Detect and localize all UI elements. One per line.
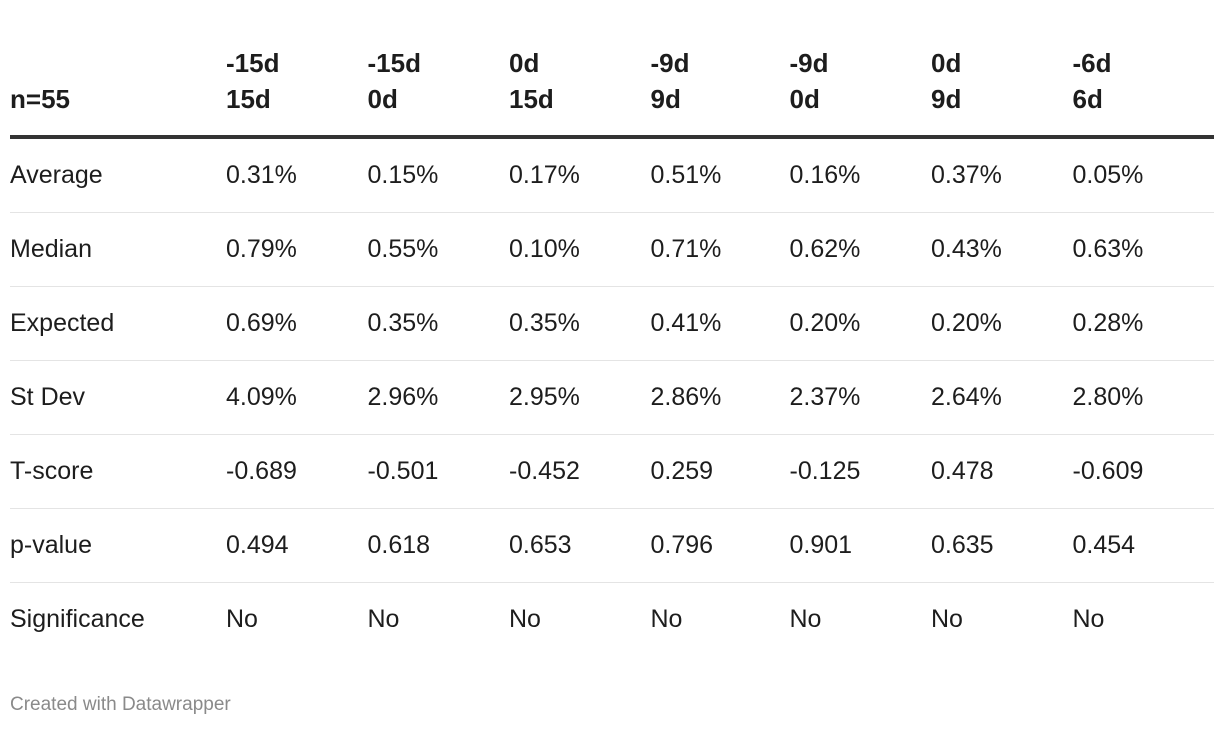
table-cell: -0.609: [1072, 434, 1214, 509]
table-cell: 2.37%: [789, 360, 931, 435]
table-cell: 2.95%: [509, 360, 651, 435]
table-cell: 0.494: [226, 508, 368, 583]
table-cell: 4.09%: [226, 360, 368, 435]
column-header-line1: -9d: [650, 48, 690, 78]
table-row: Median 0.79% 0.55% 0.10% 0.71% 0.62% 0.43% 0.63…: [10, 212, 1214, 287]
table-cell: 2.96%: [367, 360, 509, 435]
column-header-line2: 15d: [509, 84, 554, 114]
table-cell: No: [509, 605, 541, 633]
table-cell: 0.796: [650, 508, 790, 583]
table-cell: 0.618: [367, 508, 509, 583]
table-cell: No: [650, 605, 683, 633]
table-cell: 2.64%: [931, 360, 1073, 435]
column-header: 0d 15d: [509, 0, 651, 139]
table-row: Average 0.31% 0.15% 0.17% 0.51% 0.16% 0.37% 0.0…: [10, 137, 1214, 213]
table-cell: 0.71%: [650, 212, 790, 287]
table-row: Significance No No No No No No No: [10, 583, 1214, 657]
column-header: -9d 9d: [650, 0, 790, 139]
table-body: Average 0.31% 0.15% 0.17% 0.51% 0.16% 0.37% 0.0…: [10, 137, 1214, 656]
table-cell: 0.31%: [226, 137, 368, 213]
header-row: n=55 -15d 15d -15d 0d 0d 15d -9d 9d -9d 0d 0d…: [10, 0, 1214, 139]
row-label: Significance: [10, 605, 145, 633]
table-cell: 0.901: [789, 508, 931, 583]
table-cell: No: [931, 605, 963, 633]
table-cell: No: [226, 605, 258, 633]
row-label: Expected: [10, 286, 226, 361]
column-header-line1: -6d: [1072, 48, 1112, 78]
table-cell: 0.16%: [789, 137, 931, 213]
table-cell: 0.62%: [789, 212, 931, 287]
table-cell: No: [367, 605, 400, 633]
table-cell: No: [1072, 605, 1105, 633]
table-cell: 0.17%: [509, 137, 651, 213]
column-header: -15d 0d: [367, 0, 509, 139]
column-header-line2: 0d: [789, 84, 820, 114]
column-header-line1: 0d: [931, 48, 962, 78]
statistics-table: n=55 -15d 15d -15d 0d 0d 15d -9d 9d -9d 0d 0d…: [10, 0, 1214, 656]
column-header-line1: 0d: [509, 48, 540, 78]
row-label: Average: [10, 137, 226, 213]
table-cell: 0.28%: [1072, 286, 1214, 361]
table-row: Expected 0.69% 0.35% 0.35% 0.41% 0.20% 0.20% 0.…: [10, 286, 1214, 361]
column-header-line2: 9d: [650, 84, 681, 114]
column-header-line1: -15d: [226, 48, 280, 78]
column-header-line2: 0d: [367, 84, 398, 114]
corner-header: n=55: [10, 0, 226, 139]
table-cell: 2.80%: [1072, 360, 1214, 435]
table-cell: -0.125: [789, 434, 931, 509]
table-cell: 0.51%: [650, 137, 790, 213]
table-cell: 0.15%: [367, 137, 509, 213]
table-row: St Dev 4.09% 2.96% 2.95% 2.86% 2.37% 2.64% 2.80…: [10, 360, 1214, 435]
column-header-line2: 15d: [226, 84, 271, 114]
table-cell: 0.41%: [650, 286, 790, 361]
table-cell: 0.478: [931, 434, 1073, 509]
table-cell: -0.501: [367, 434, 509, 509]
column-header: -6d 6d: [1072, 0, 1214, 139]
row-label: St Dev: [10, 360, 226, 435]
table-cell: 0.35%: [367, 286, 509, 361]
table-cell: 0.43%: [931, 212, 1073, 287]
table-cell: 0.37%: [931, 137, 1073, 213]
column-header-line2: 6d: [1072, 84, 1103, 114]
row-label: p-value: [10, 508, 226, 583]
column-header-line1: -15d: [367, 48, 421, 78]
table-cell: 0.69%: [226, 286, 368, 361]
column-header: -15d 15d: [226, 0, 368, 139]
table-cell: 2.86%: [650, 360, 790, 435]
table-row: T-score -0.689 -0.501 -0.452 0.259 -0.125 0.47…: [10, 434, 1214, 509]
corner-label: n=55: [10, 84, 70, 114]
table-cell: 0.63%: [1072, 212, 1214, 287]
table-cell: 0.20%: [789, 286, 931, 361]
table-cell: 0.653: [509, 508, 651, 583]
table-cell: 0.05%: [1072, 137, 1214, 213]
table-cell: 0.10%: [509, 212, 651, 287]
column-header: 0d 9d: [931, 0, 1073, 139]
table-row: p-value 0.494 0.618 0.653 0.796 0.901 0.635 0.4…: [10, 508, 1214, 583]
table-cell: 0.259: [650, 434, 790, 509]
table-cell: 0.79%: [226, 212, 368, 287]
table-cell: 0.35%: [509, 286, 651, 361]
table-cell: -0.689: [226, 434, 368, 509]
datawrapper-credit: Created with Datawrapper: [10, 694, 231, 715]
row-label: T-score: [10, 434, 226, 509]
table-cell: 0.55%: [367, 212, 509, 287]
row-label: Median: [10, 212, 226, 287]
data-table-container: n=55 -15d 15d -15d 0d 0d 15d -9d 9d -9d 0d 0d…: [10, 0, 1214, 656]
table-cell: 0.454: [1072, 508, 1214, 583]
column-header-line2: 9d: [931, 84, 962, 114]
table-cell: 0.20%: [931, 286, 1073, 361]
table-cell: No: [789, 605, 822, 633]
column-header-line1: -9d: [789, 48, 829, 78]
table-cell: -0.452: [509, 434, 651, 509]
table-cell: 0.635: [931, 508, 1073, 583]
column-header: -9d 0d: [789, 0, 931, 139]
